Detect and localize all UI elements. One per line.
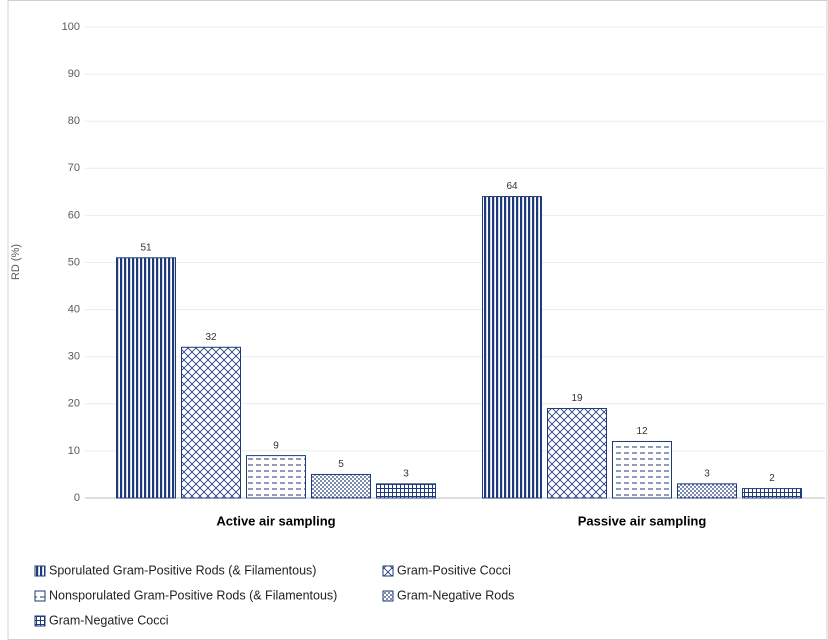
value-label: 12 [636, 426, 648, 437]
y-axis-label: RD (%) [10, 244, 22, 280]
value-label: 64 [506, 181, 518, 192]
y-tick-label: 70 [68, 162, 80, 174]
value-label: 9 [273, 440, 279, 451]
value-label: 51 [140, 242, 152, 253]
legend-swatch [34, 615, 46, 627]
legend-label: Gram-Negative Cocci [49, 613, 168, 627]
value-label: 19 [571, 393, 583, 404]
y-tick-label: 60 [68, 209, 80, 221]
y-tick-label: 90 [68, 68, 80, 80]
value-label: 32 [205, 332, 217, 343]
legend-label: Nonsporulated Gram-Positive Rods (& Fila… [49, 588, 337, 602]
bar [482, 196, 542, 499]
value-label: 3 [403, 469, 409, 480]
bar [181, 346, 241, 499]
legend-label: Sporulated Gram-Positive Rods (& Filamen… [49, 563, 316, 577]
value-label: 2 [769, 473, 775, 484]
legend-swatch [382, 590, 394, 602]
y-tick-label: 10 [68, 445, 80, 457]
legend-label: Gram-Positive Cocci [397, 563, 511, 577]
x-tick-label: Active air sampling [216, 513, 335, 528]
bar [376, 483, 436, 499]
y-tick-label: 20 [68, 398, 80, 410]
legend-swatch [34, 565, 46, 577]
y-tick-label: 80 [68, 115, 80, 127]
bar [116, 257, 176, 499]
y-tick-label: 100 [62, 21, 80, 33]
y-tick-label: 30 [68, 351, 80, 363]
legend-swatch [382, 565, 394, 577]
bar [311, 473, 371, 499]
bar [547, 408, 607, 499]
bar [612, 440, 672, 499]
legend-swatch [34, 590, 46, 602]
y-tick-label: 40 [68, 304, 80, 316]
bar [246, 455, 306, 499]
bar [677, 483, 737, 499]
legend-label: Gram-Negative Rods [397, 588, 514, 602]
x-tick-label: Passive air sampling [578, 513, 707, 528]
value-label: 3 [704, 469, 710, 480]
value-label: 5 [338, 459, 344, 470]
y-tick-label: 0 [74, 492, 80, 504]
bar [742, 488, 802, 499]
y-tick-label: 50 [68, 256, 80, 268]
